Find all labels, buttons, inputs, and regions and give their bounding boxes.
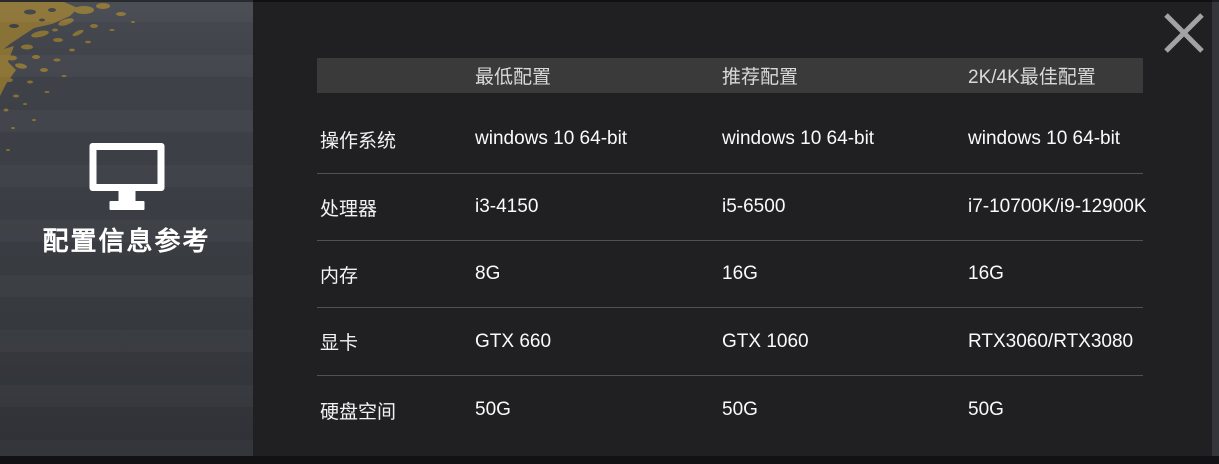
row-label: 处理器 <box>320 198 378 220</box>
cell-value: 16G <box>968 263 1004 284</box>
cell-value: 50G <box>475 399 511 420</box>
cell-value: GTX 1060 <box>722 330 809 352</box>
cell-value: i3-4150 <box>475 196 539 217</box>
bottom-edge-strip <box>0 456 1219 464</box>
monitor-stand-base <box>109 201 144 210</box>
right-edge-strip <box>1212 0 1219 464</box>
cell-value: windows 10 64-bit <box>968 128 1121 149</box>
cell-value: 50G <box>722 399 758 420</box>
close-icon <box>1164 13 1204 53</box>
sidebar-title: 配置信息参考 <box>42 226 211 256</box>
gold-paint-splatter-decoration <box>0 2 135 151</box>
row-label: 显卡 <box>320 333 359 354</box>
cell-value: 50G <box>968 399 1004 420</box>
sidebar-texture <box>0 0 253 464</box>
table-row-memory: 内存 8G 16G 16G <box>317 241 1143 308</box>
cell-value: windows 10 64-bit <box>722 128 875 149</box>
table-row-disk: 硬盘空间 50G 50G 50G <box>317 376 1143 444</box>
row-label: 内存 <box>320 265 359 287</box>
monitor-stand-stem <box>118 191 135 201</box>
table-row-os: 操作系统 windows 10 64-bit windows 10 64-bit… <box>317 93 1143 174</box>
cell-value: windows 10 64-bit <box>475 128 628 149</box>
top-edge-hairline <box>0 0 1219 2</box>
column-header-minimum: 最低配置 <box>475 67 552 88</box>
table-row-cpu: 处理器 i3-4150 i5-6500 i7-10700K/i9-12900K <box>317 174 1147 241</box>
column-header-recommended: 推荐配置 <box>722 67 799 88</box>
cell-value: 16G <box>722 263 758 284</box>
close-button[interactable] <box>1160 10 1208 56</box>
cell-value: i7-10700K/i9-12900K <box>968 196 1147 217</box>
table-row-gpu: 显卡 GTX 660 GTX 1060 RTX3060/RTX3080 <box>317 308 1143 376</box>
cell-value: i5-6500 <box>722 196 786 217</box>
sidebar: 配置信息参考 <box>0 0 253 464</box>
cell-value: 8G <box>475 263 501 284</box>
table-header-row: 最低配置 推荐配置 2K/4K最佳配置 <box>317 58 1143 93</box>
column-header-2k4k-best: 2K/4K最佳配置 <box>968 67 1096 88</box>
system-requirements-table: 最低配置 推荐配置 2K/4K最佳配置 操作系统 windows 10 64-b… <box>317 58 1147 444</box>
monitor-icon <box>89 143 164 210</box>
row-label: 硬盘空间 <box>320 401 397 423</box>
cell-value: GTX 660 <box>475 330 552 352</box>
cell-value: RTX3060/RTX3080 <box>968 330 1134 352</box>
row-label: 操作系统 <box>320 130 397 152</box>
monitor-screen <box>89 143 164 191</box>
